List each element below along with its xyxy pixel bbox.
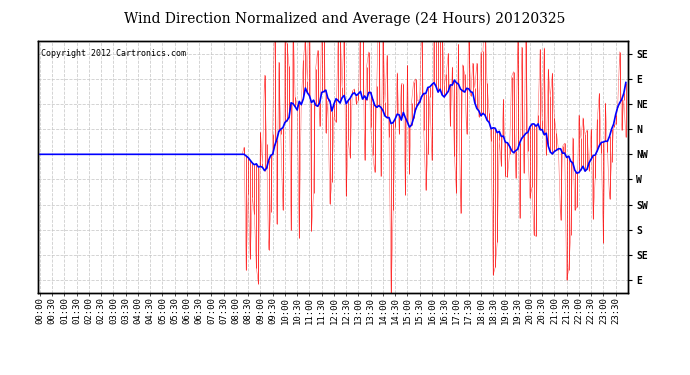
Text: Copyright 2012 Cartronics.com: Copyright 2012 Cartronics.com xyxy=(41,49,186,58)
Text: Wind Direction Normalized and Average (24 Hours) 20120325: Wind Direction Normalized and Average (2… xyxy=(124,11,566,26)
